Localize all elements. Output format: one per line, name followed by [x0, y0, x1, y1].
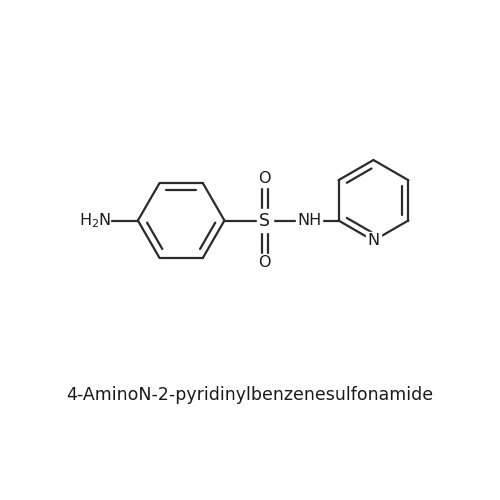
Text: 4-AminoN-2-pyridinylbenzenesulfonamide: 4-AminoN-2-pyridinylbenzenesulfonamide — [66, 386, 434, 404]
Text: H$_2$N: H$_2$N — [78, 211, 111, 230]
Text: O: O — [258, 171, 271, 186]
Text: S: S — [260, 212, 270, 230]
Text: NH: NH — [297, 213, 321, 228]
Text: N: N — [368, 233, 380, 248]
Text: O: O — [258, 255, 271, 270]
